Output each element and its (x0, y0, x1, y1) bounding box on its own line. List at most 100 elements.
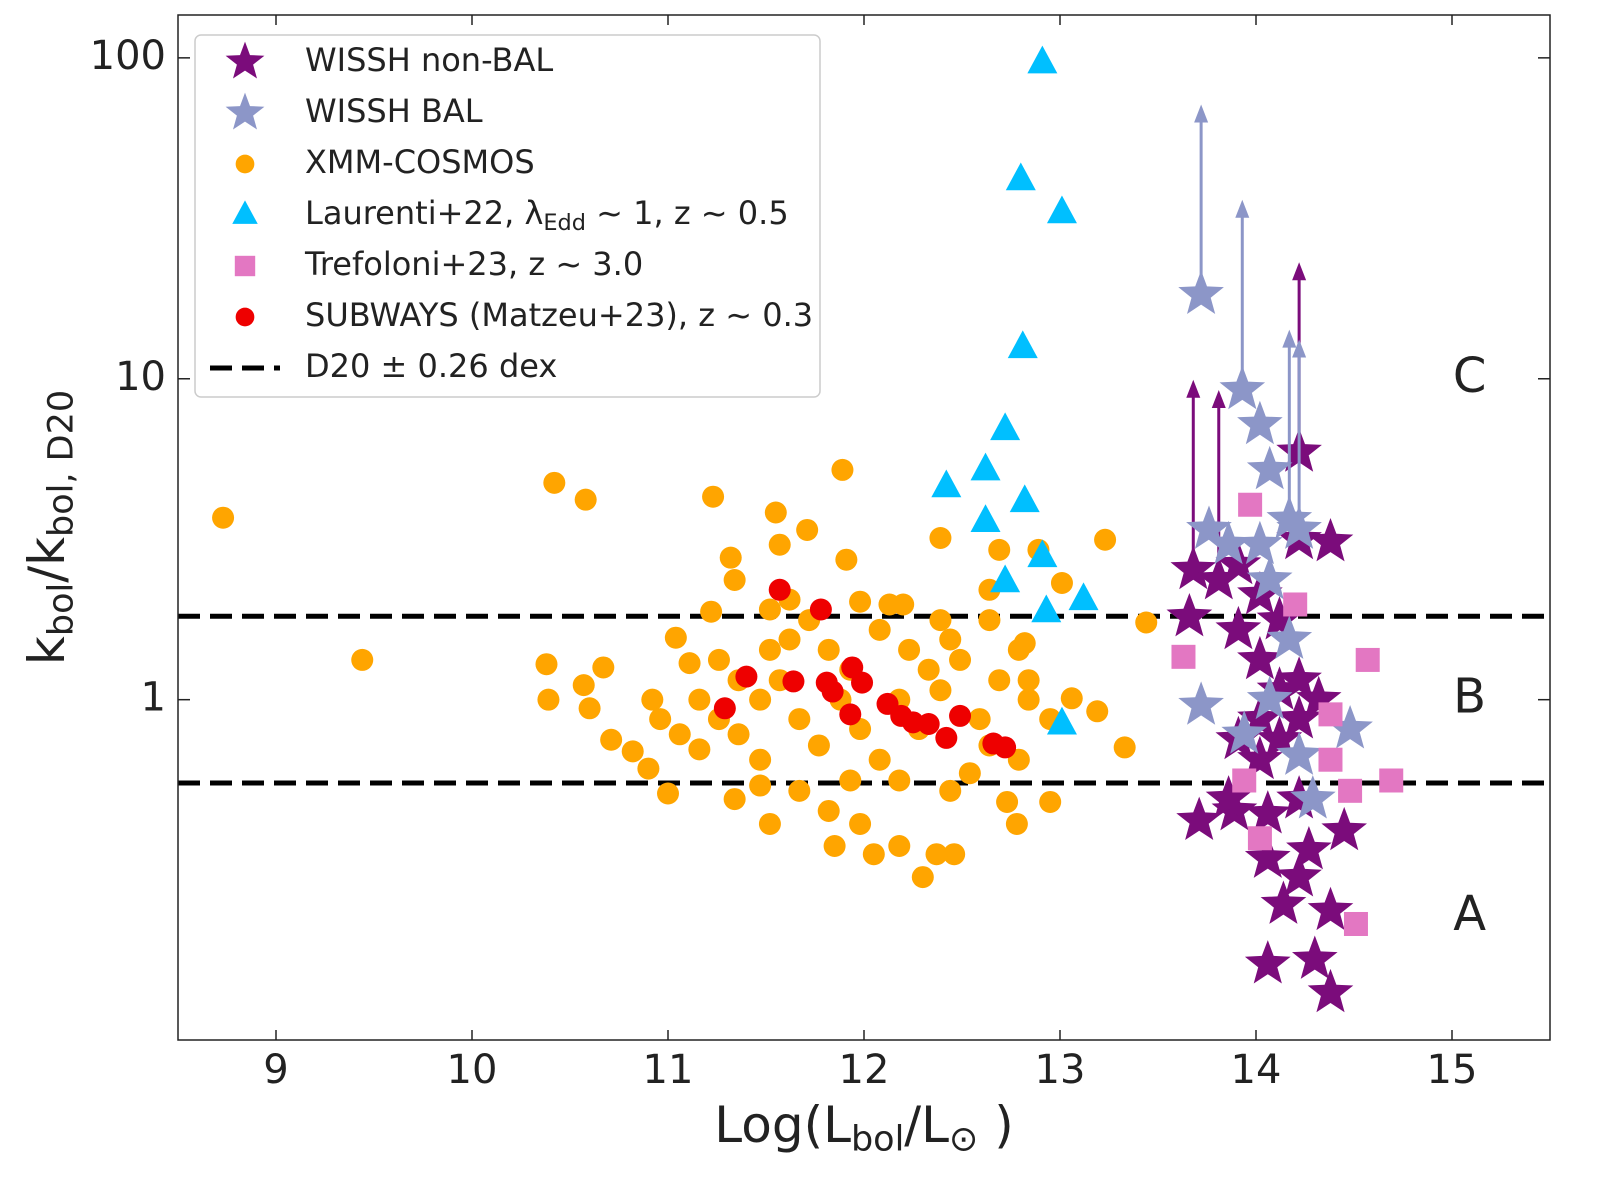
point (1247, 826, 1272, 851)
point (1244, 790, 1291, 834)
legend-marker (232, 200, 258, 224)
point (1005, 812, 1028, 835)
point (1031, 594, 1062, 623)
point (888, 834, 911, 857)
point (1276, 853, 1322, 897)
legend-label: Laurenti+22, λEdd ~ 1, z ~ 0.5 (305, 194, 789, 236)
point (1178, 270, 1224, 314)
y-axis-label-part: k (18, 636, 76, 665)
point (817, 638, 840, 661)
x-axis-label-part: Log(L (714, 1096, 851, 1154)
point (1027, 539, 1058, 568)
point (749, 748, 772, 771)
point (935, 726, 958, 749)
point (1246, 556, 1293, 600)
point (788, 779, 811, 802)
point (892, 593, 915, 616)
point (1013, 632, 1036, 655)
x-tick-label: 15 (1427, 1047, 1478, 1093)
point (578, 697, 601, 720)
point (1176, 796, 1222, 840)
point (817, 799, 840, 822)
legend-label-part: Edd (543, 210, 586, 236)
point (968, 708, 991, 731)
point (1244, 834, 1291, 878)
x-axis-label-part: /L (904, 1096, 949, 1154)
point (1113, 736, 1136, 759)
point (668, 723, 691, 746)
point (1318, 702, 1343, 727)
region-label: B (1453, 669, 1486, 725)
x-tick-label: 13 (1035, 1047, 1086, 1093)
point (839, 703, 862, 726)
point (592, 656, 615, 679)
point (796, 518, 819, 541)
point (1286, 826, 1332, 870)
point (931, 469, 962, 498)
lower-limit-arrow-head (1194, 104, 1209, 123)
point (868, 748, 891, 771)
point (1046, 706, 1077, 735)
point (749, 774, 772, 797)
point (664, 626, 687, 649)
point (929, 527, 952, 550)
point (970, 504, 1001, 533)
legend-label-part: Laurenti+22, λ (305, 194, 543, 232)
point (768, 578, 791, 601)
point (1276, 695, 1322, 739)
point (1256, 596, 1303, 640)
point (1321, 806, 1367, 851)
point (688, 738, 711, 761)
x-axis-label-part: ) (978, 1096, 1013, 1154)
point (749, 688, 772, 711)
point (917, 658, 940, 681)
point (939, 779, 962, 802)
point (1295, 675, 1342, 720)
point (823, 834, 846, 857)
point (735, 665, 758, 688)
legend-marker (225, 92, 265, 130)
legend-label: Trefoloni+23, z ~ 3.0 (304, 245, 643, 283)
point (1307, 968, 1354, 1013)
point (537, 688, 560, 711)
legend-label-part: ~ 1, z ~ 0.5 (586, 194, 789, 232)
point (758, 598, 781, 621)
point (727, 723, 750, 746)
region-label: C (1453, 348, 1487, 404)
x-tick-label: 11 (643, 1047, 694, 1093)
plot-frame (177, 14, 1551, 1041)
lower-limit-arrow-head (1282, 329, 1297, 348)
point (1178, 681, 1224, 725)
point (758, 812, 781, 835)
point (888, 769, 911, 792)
point (949, 704, 972, 727)
point (929, 679, 952, 702)
point (849, 812, 872, 835)
point (1266, 495, 1313, 539)
point (807, 734, 830, 757)
point (768, 533, 791, 556)
point (543, 471, 566, 494)
point (1221, 710, 1268, 754)
x-tick-label: 14 (1231, 1047, 1282, 1093)
point (978, 609, 1001, 632)
point (351, 648, 374, 671)
point (1068, 582, 1099, 611)
point (1338, 778, 1363, 803)
x-axis-label: Log(Lbol/L⊙ ) (714, 1096, 1013, 1160)
point (929, 609, 952, 632)
point (713, 697, 736, 720)
point (1292, 935, 1338, 979)
point (1237, 520, 1283, 565)
point (649, 708, 672, 731)
point (1027, 45, 1058, 74)
point (970, 452, 1001, 481)
point (949, 648, 972, 671)
point (637, 757, 660, 780)
point (1244, 940, 1291, 984)
point (898, 638, 921, 661)
point (988, 538, 1011, 561)
legend-marker (234, 255, 256, 277)
legend-marker (235, 307, 255, 327)
point (788, 708, 811, 731)
